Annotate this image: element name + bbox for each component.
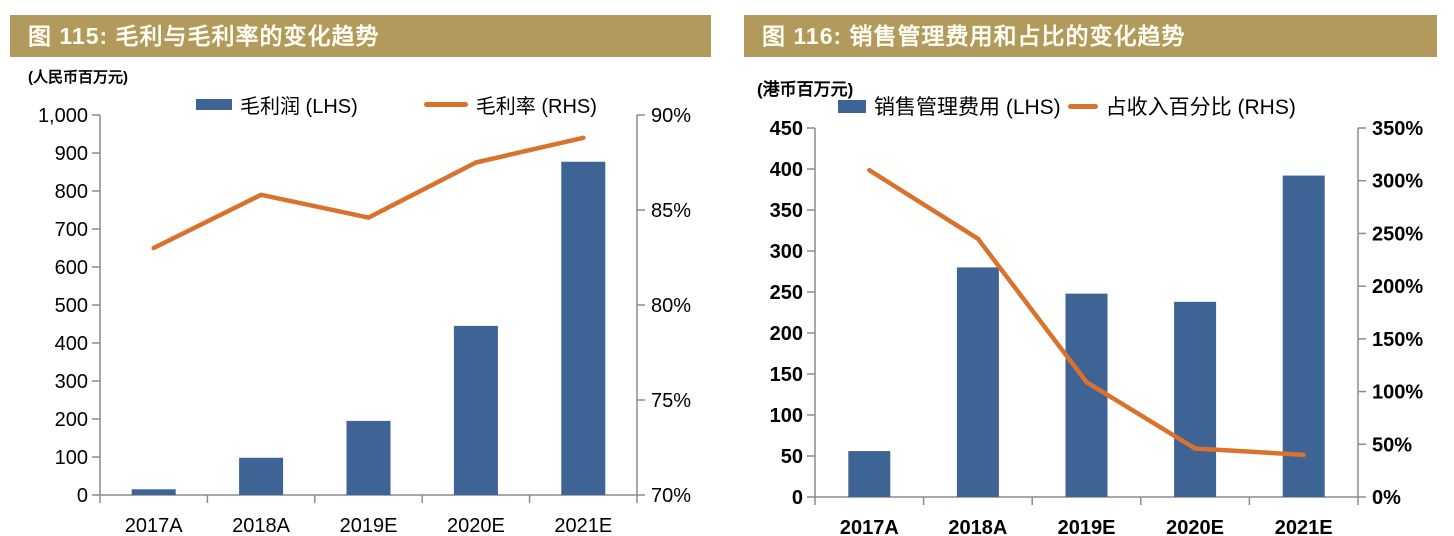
chart-115-legend: 毛利润 (LHS) 毛利率 (RHS) (196, 90, 597, 119)
bar-2019E (1065, 293, 1108, 497)
bar-2020E (453, 325, 498, 495)
line-legend-swatch (423, 102, 468, 107)
left-axis-tick-label: 500 (55, 295, 88, 317)
chart-116-plot: 0 50 100 150 200 250 300 350 400 450 0% 50% 100% 150%… (770, 118, 1424, 536)
left-axis-tick-label: 700 (55, 219, 88, 241)
right-axis-tick-label: 150% (1372, 329, 1423, 351)
chart-115-title-bar: 图 115: 毛利与毛利率的变化趋势 (10, 15, 711, 57)
category-label: 2019E (1058, 517, 1116, 536)
category-label: 2021E (1275, 517, 1333, 536)
right-axis-tick-label: 70% (651, 485, 691, 507)
chart-116-title: 图 116: 销售管理费用和占比的变化趋势 (762, 23, 1186, 49)
bar-2019E (346, 420, 391, 495)
left-axis-tick-label: 100 (770, 405, 803, 427)
legend-item-line: 毛利率 (RHS) (423, 90, 597, 119)
left-axis-tick-label: 250 (770, 282, 803, 304)
right-axis-tick-label: 50% (1372, 434, 1412, 456)
right-axis-tick-label: 300% (1372, 171, 1423, 193)
bar-2018A (239, 457, 284, 495)
line-legend-label: 毛利率 (RHS) (475, 96, 597, 118)
category-label: 2020E (1166, 517, 1224, 536)
bar-2017A (131, 489, 176, 495)
left-axis-tick-label: 1,000 (38, 105, 88, 127)
bar-2018A (956, 267, 999, 497)
trend-line (151, 135, 586, 251)
right-axis-tick-label: 75% (651, 390, 691, 412)
category-label: 2018A (948, 517, 1007, 536)
left-axis-tick-label: 50 (781, 446, 803, 468)
left-axis-tick-label: 400 (770, 159, 803, 181)
legend-item-bar: 毛利润 (LHS) (196, 90, 358, 119)
line-legend-swatch (1067, 103, 1098, 109)
chart-115-plot: 0 100 200 300 400 500 600 700 800 900 1,000 70% 75% 8… (38, 105, 691, 536)
right-axis-tick-label: 90% (651, 105, 691, 127)
left-axis-tick-label: 450 (770, 118, 803, 140)
right-axis-tick-label: 200% (1372, 276, 1423, 298)
bar-2017A (848, 451, 891, 497)
chart-116-unit-label: (港币百万元) (757, 80, 854, 99)
chart-115-title: 图 115: 毛利与毛利率的变化趋势 (28, 23, 380, 49)
chart-115-unit-label: (人民币百万元) (28, 69, 128, 86)
right-axis-tick-label: 0% (1372, 487, 1401, 509)
category-label: 2017A (125, 515, 183, 536)
right-axis-tick-label: 85% (651, 200, 691, 222)
left-axis-tick-label: 300 (55, 371, 88, 393)
left-axis-tick-label: 300 (770, 241, 803, 263)
right-axis-tick-label: 350% (1372, 118, 1423, 140)
left-axis-tick-label: 0 (792, 487, 803, 509)
bar-legend-swatch (196, 99, 232, 110)
bar-legend-label: 销售管理费用 (LHS) (874, 96, 1061, 119)
right-axis-tick-label: 250% (1372, 223, 1423, 245)
left-axis-tick-label: 900 (55, 143, 88, 165)
chart-116-legend: 销售管理费用 (LHS) 占收入百分比 (RHS) (838, 91, 1296, 121)
left-axis-tick-label: 0 (77, 485, 88, 507)
left-axis-tick-label: 200 (55, 409, 88, 431)
left-axis-tick-label: 350 (770, 200, 803, 222)
right-axis-tick-label: 80% (651, 295, 691, 317)
category-label: 2020E (447, 515, 505, 536)
line-legend-label: 占收入百分比 (RHS) (1105, 96, 1296, 119)
bar-2021E (561, 161, 606, 495)
left-axis-tick-label: 400 (55, 333, 88, 355)
right-axis-tick-label: 100% (1372, 382, 1423, 404)
bar-legend-swatch (838, 99, 866, 113)
bar-legend-label: 毛利润 (LHS) (240, 96, 358, 118)
bar-2021E (1282, 175, 1325, 497)
left-axis-tick-label: 600 (55, 257, 88, 279)
left-axis-tick-label: 150 (770, 364, 803, 386)
category-label: 2021E (554, 515, 612, 536)
legend-item-line: 占收入百分比 (RHS) (1067, 91, 1296, 121)
category-label: 2019E (340, 515, 398, 536)
legend-item-bar: 销售管理费用 (LHS) (838, 91, 1061, 121)
left-axis-tick-label: 800 (55, 181, 88, 203)
category-label: 2017A (840, 517, 899, 536)
left-axis-tick-label: 200 (770, 323, 803, 345)
bar-2020E (1174, 301, 1217, 497)
category-label: 2018A (232, 515, 290, 536)
left-axis-tick-label: 100 (55, 447, 88, 469)
chart-116-title-bar: 图 116: 销售管理费用和占比的变化趋势 (744, 15, 1437, 57)
trend-line (867, 167, 1306, 458)
